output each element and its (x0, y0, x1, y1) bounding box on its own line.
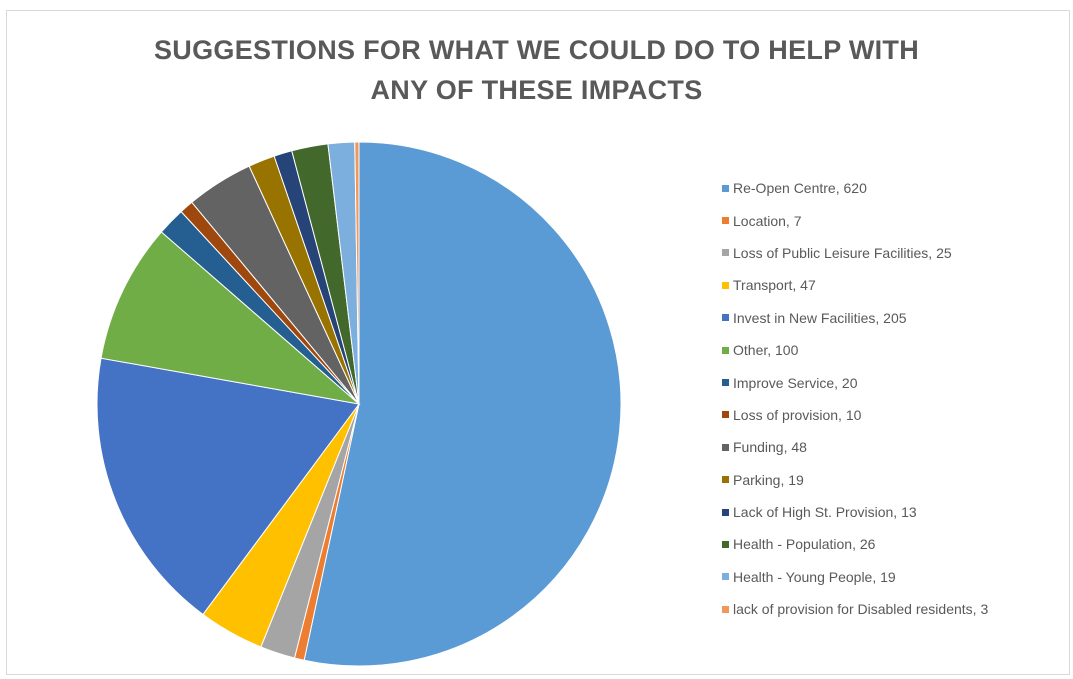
legend-swatch (722, 605, 729, 613)
legend-label: Invest in New Facilities, 205 (733, 309, 907, 326)
legend-item: lack of provision for Disabled residents… (722, 593, 1067, 625)
chart-title: SUGGESTIONS FOR WHAT WE COULD DO TO HELP… (0, 30, 1073, 110)
legend-item: Loss of provision, 10 (722, 399, 1067, 431)
legend-swatch (722, 573, 729, 581)
legend-swatch (722, 184, 729, 192)
pie-slice-lack-of-provision-for-disabled-residents (354, 141, 360, 405)
legend-label: Re-Open Centre, 620 (733, 180, 867, 197)
legend-swatch (722, 540, 729, 548)
chart-title-line-2: ANY OF THESE IMPACTS (370, 75, 703, 105)
legend-item: Invest in New Facilities, 205 (722, 302, 1067, 334)
legend-label: Transport, 47 (733, 277, 816, 294)
legend-label: Lack of High St. Provision, 13 (733, 504, 917, 521)
legend-swatch (722, 476, 729, 484)
legend-item: Health - Population, 26 (722, 528, 1067, 560)
legend-item: Re-Open Centre, 620 (722, 172, 1067, 204)
legend-item: Other, 100 (722, 334, 1067, 366)
legend-swatch (722, 217, 729, 225)
legend-label: Health - Population, 26 (733, 536, 876, 553)
legend-swatch (722, 249, 729, 257)
legend-swatch (722, 508, 729, 516)
legend-item: Health - Young People, 19 (722, 561, 1067, 593)
chart-title-line-1: SUGGESTIONS FOR WHAT WE COULD DO TO HELP… (154, 35, 919, 65)
legend-item: Transport, 47 (722, 269, 1067, 301)
legend-label: Loss of Public Leisure Facilities, 25 (733, 244, 952, 261)
legend-item: Funding, 48 (722, 431, 1067, 463)
legend-swatch (722, 314, 729, 322)
legend-label: Parking, 19 (733, 471, 804, 488)
legend-label: Health - Young People, 19 (733, 568, 896, 585)
pie-slice-other (100, 231, 361, 405)
legend-item: Parking, 19 (722, 464, 1067, 496)
legend-item: Loss of Public Leisure Facilities, 25 (722, 237, 1067, 269)
legend-label: Loss of provision, 10 (733, 406, 862, 423)
legend-label: Other, 100 (733, 342, 799, 359)
pie-slice-re-open-centre (303, 141, 622, 667)
pie-slice-invest-in-new-facilities (96, 357, 360, 616)
legend-item: Improve Service, 20 (722, 366, 1067, 398)
legend-swatch (722, 379, 729, 387)
legend-item: Lack of High St. Provision, 13 (722, 496, 1067, 528)
legend-item: Location, 7 (722, 204, 1067, 236)
chart-legend: Re-Open Centre, 620 Location, 7 Loss of Pu… (722, 172, 1067, 625)
legend-label: Funding, 48 (733, 439, 807, 456)
legend-swatch (722, 346, 729, 354)
legend-swatch (722, 443, 729, 451)
legend-swatch (722, 281, 729, 289)
legend-label: Improve Service, 20 (733, 374, 858, 391)
legend-label: Location, 7 (733, 212, 802, 229)
legend-swatch (722, 411, 729, 419)
legend-label: lack of provision for Disabled residents… (733, 601, 989, 618)
